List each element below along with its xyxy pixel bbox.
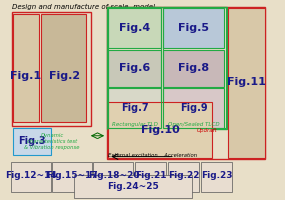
Text: Fig.1: Fig.1 (11, 71, 42, 81)
FancyBboxPatch shape (93, 162, 133, 192)
FancyBboxPatch shape (163, 88, 224, 128)
FancyBboxPatch shape (228, 8, 265, 158)
Text: Fig.7: Fig.7 (121, 103, 149, 113)
Text: Updraft: Updraft (197, 128, 218, 133)
Text: Fig.23: Fig.23 (201, 171, 232, 180)
FancyBboxPatch shape (168, 162, 199, 192)
Text: Open/Sealed TLCD: Open/Sealed TLCD (168, 122, 220, 127)
Text: Fig.2: Fig.2 (49, 71, 80, 81)
FancyBboxPatch shape (163, 50, 224, 87)
FancyBboxPatch shape (13, 14, 39, 122)
Text: Fig.6: Fig.6 (119, 63, 150, 73)
Text: Rectangular TLD: Rectangular TLD (112, 122, 158, 127)
Text: Fig.10: Fig.10 (141, 125, 180, 135)
FancyBboxPatch shape (108, 102, 212, 158)
FancyBboxPatch shape (135, 162, 166, 192)
FancyBboxPatch shape (201, 162, 232, 192)
Text: Fig.9: Fig.9 (180, 103, 208, 113)
Text: Fig.12~14: Fig.12~14 (5, 171, 57, 180)
FancyBboxPatch shape (74, 175, 192, 198)
Text: Design and manufacture of scale- model: Design and manufacture of scale- model (12, 4, 155, 10)
Text: Fig.3: Fig.3 (18, 136, 46, 146)
FancyBboxPatch shape (109, 50, 161, 87)
Text: Fig.11: Fig.11 (227, 77, 266, 87)
Text: Fig.5: Fig.5 (178, 23, 209, 33)
Text: Fig.4: Fig.4 (119, 23, 150, 33)
FancyBboxPatch shape (11, 162, 51, 192)
FancyBboxPatch shape (41, 14, 86, 122)
Text: Dynamic
characteristics test
& Vibration response: Dynamic characteristics test & Vibration… (25, 133, 80, 150)
Text: Fig.24~25: Fig.24~25 (107, 182, 159, 191)
Text: Fig.21: Fig.21 (135, 171, 166, 180)
FancyBboxPatch shape (13, 128, 51, 155)
Text: Fig.18~20: Fig.18~20 (88, 171, 139, 180)
Text: External excitation    Acceleration: External excitation Acceleration (109, 153, 198, 158)
Text: Fig.15~17: Fig.15~17 (46, 171, 98, 180)
Text: Fig.22: Fig.22 (168, 171, 199, 180)
FancyBboxPatch shape (163, 8, 224, 48)
FancyBboxPatch shape (52, 162, 92, 192)
Text: Fig.8: Fig.8 (178, 63, 209, 73)
FancyBboxPatch shape (109, 88, 161, 128)
FancyBboxPatch shape (109, 8, 161, 48)
